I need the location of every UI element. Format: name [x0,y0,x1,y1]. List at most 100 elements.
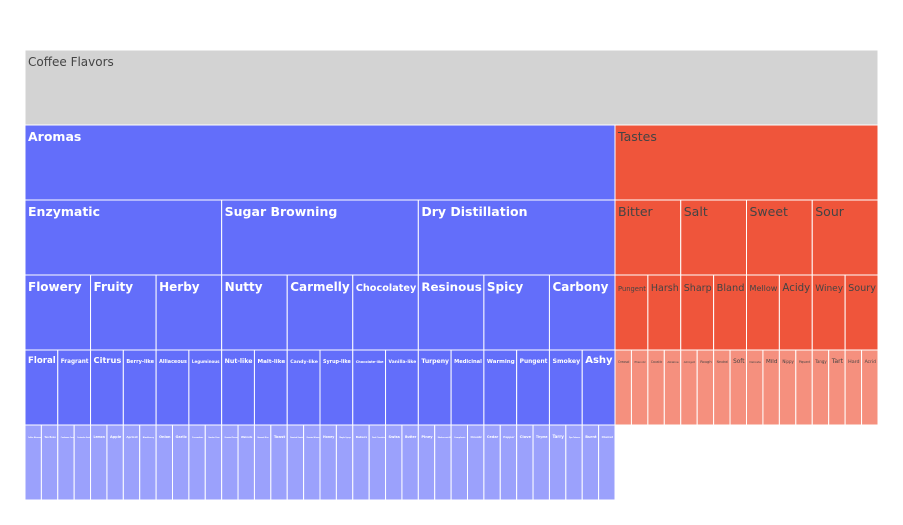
icicle-label-maple-syrup: Maple Syrup [339,436,351,439]
icicle-label-resinous: Resinous [421,280,481,294]
icicle-label-phenolic: Phenolic [634,360,646,364]
icicle-label-coriander-seeds: Coriander Seeds [77,436,91,439]
icicle-label-medicinal: Medicinal [454,359,482,365]
icicle-label-thyme: Thyme [536,435,547,439]
icicle-node-chocolatey[interactable] [352,274,419,351]
icicle-node-smokey[interactable] [548,349,583,426]
icicle-label-enzymatic: Enzymatic [28,204,100,219]
icicle-label-dark-chocolate: Dark Chocolate [372,436,385,439]
icicle-label-walnuts: Walnuts [241,435,253,439]
icicle-node-mellow[interactable] [746,274,780,351]
icicle-node-berry-like[interactable] [122,349,157,426]
icicle-label-candy-like: Candy-like [290,359,318,365]
icicle-node-pipe-tobacco[interactable] [565,424,583,501]
icicle-node-coriander-seeds[interactable] [73,424,92,501]
icicle-label-ashy: Ashy [585,355,613,366]
icicle-node-chocolate-like[interactable] [352,349,387,426]
icicle-label-blackberry: Blackberry [143,436,155,439]
icicle-label-caustic: Caustic [651,360,663,364]
icicle-label-berry-like: Berry-like [126,359,154,365]
icicle-node-alliaceous[interactable] [155,349,190,426]
icicle-label-salt: Salt [684,204,708,219]
icicle-node-basmati-rice[interactable] [253,424,272,501]
icicle-node-aromas[interactable] [24,124,616,201]
icicle-node-sour[interactable] [811,199,879,276]
icicle-node-harsh[interactable] [647,274,682,351]
icicle-label-honey: Honey [323,435,335,439]
icicle-node-sweet[interactable] [746,199,813,276]
icicle-node-flowery[interactable] [24,274,92,351]
icicle-node-enzymatic[interactable] [24,199,223,276]
icicle-node-pungent[interactable] [614,274,649,351]
icicle-label-clove: Clove [520,435,532,439]
icicle-label-carbony: Carbony [552,280,608,294]
icicle-label-leguminous: Leguminous [192,359,220,364]
icicle-node-soury[interactable] [844,274,879,351]
icicle-label-tastes: Tastes [617,129,657,144]
icicle-node-bitter[interactable] [614,199,682,276]
icicle-label-acidy: Acidy [782,282,810,294]
icicle-label-cedar: Cedar [487,435,499,439]
icicle-node-carbony[interactable] [548,274,616,351]
icicle-label-chocolatey: Chocolatey [356,283,417,294]
icicle-label-neutral: Neutral [717,360,729,364]
icicle-node-sugar-browning[interactable] [221,199,419,276]
icicle-label-garlic: Garlic [176,435,187,439]
icicle-node-cardamon-caraway[interactable] [57,424,75,501]
icicle-label-soft: Soft [733,359,745,365]
icicle-label-blackcurrant-like: Blackcurrant-like [438,436,452,439]
icicle-label-lemon: Lemon [94,435,105,439]
icicle-label-vanilla-like: Vanilla-like [389,359,417,365]
icicle-label-sweet: Sweet [750,204,789,219]
icicle-node-malt-like[interactable] [253,349,288,426]
icicle-node-tastes[interactable] [614,124,879,201]
icicle-label-roasted-hazelnut: Roasted Hazelnut [290,436,305,439]
icicle-label-syrup-like: Syrup-like [323,359,351,365]
icicle-node-candy-like[interactable] [286,349,321,426]
icicle-node-charred[interactable] [598,424,616,501]
icicle-label-bakers: Bakers [356,435,368,439]
icicle-node-acrid[interactable] [861,349,879,426]
icicle-label-delicate: Delicate [750,360,762,364]
icicle-label-citrus: Citrus [94,355,122,365]
icicle-label-nut-like: Nut-like [225,358,253,365]
icicle-node-ashy[interactable] [581,349,616,426]
icicle-node-dark-chocolate[interactable] [368,424,387,501]
icicle-label-malt-like: Malt-like [257,359,285,365]
icicle-node-coffee-flavors[interactable] [24,49,879,126]
icicle-node-roasted-hazelnut[interactable] [286,424,305,501]
icicle-node-blackcurrant-like[interactable] [434,424,452,501]
icicle-label-creosol: Creosol [618,360,630,364]
icicle-label-harsh: Harsh [651,283,679,294]
icicle-label-piquant: Piquant [799,360,811,364]
icicle-node-garden-peas[interactable] [204,424,223,501]
icicle-label-dry-distillation: Dry Distillation [421,204,527,219]
icicle-node-nut-like[interactable] [221,349,255,426]
icicle-node-roasted-almond[interactable] [303,424,321,501]
icicle-label-burnt: Burnt [585,435,597,439]
icicle-node-pungent[interactable] [516,349,550,426]
icicle-node-carmelly[interactable] [286,274,354,351]
icicle-label-cucumber: Cucumber [192,436,203,439]
icicle-label-nutty: Nutty [225,280,263,294]
icicle-label-basmati-rice: Basmati Rice [257,436,268,439]
icicle-label-apricot: Apricot [126,435,138,439]
icicle-label-tangy: Tangy [814,359,827,364]
icicle-label-roasted-peanuts: Roasted Peanuts [225,436,239,439]
icicle-node-vanilla-like[interactable] [385,349,419,426]
icicle-node-medicinal[interactable] [450,349,485,426]
icicle-node-roasted-peanuts[interactable] [221,424,239,501]
icicle-label-tarry: Tarry [552,434,564,439]
icicle-label-toast: Toast [274,434,286,439]
icicle-label-soury: Soury [848,283,876,294]
icicle-node-winey[interactable] [811,274,846,351]
icicle-label-pipe-tobacco: Pipe Tobacco [569,437,580,439]
icicle-label-onion: Onion [159,435,171,439]
icicle-label-mild: Mild [766,359,778,365]
icicle-node-syrup-like[interactable] [319,349,354,426]
icicle-node-salt[interactable] [680,199,747,276]
icicle-node-coffee-blossom[interactable] [24,424,42,501]
icicle-label-coffee-flavors: Coffee Flavors [28,55,114,69]
icicle-label-rough: Rough [700,360,711,364]
icicle-node-warming[interactable] [483,349,518,426]
